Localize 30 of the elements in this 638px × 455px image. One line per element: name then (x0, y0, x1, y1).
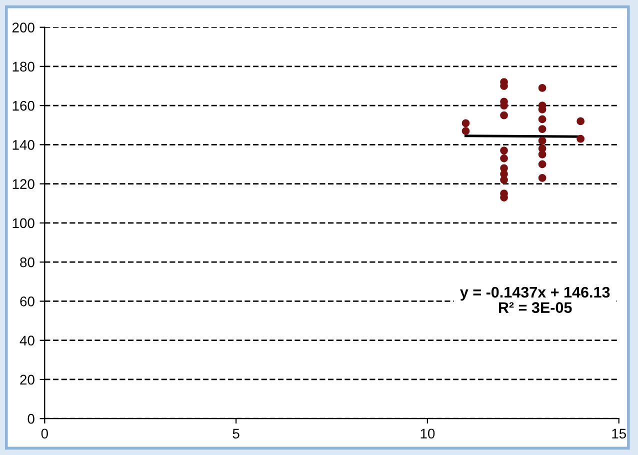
y-tick-label: 160 (12, 100, 34, 111)
point (500, 146, 508, 155)
y-tick-label: 40 (20, 336, 34, 346)
point (538, 115, 546, 124)
y-tick-label: 80 (20, 257, 34, 268)
y-tick-label: 20 (20, 374, 34, 385)
x-tick-label: 5 (232, 428, 240, 439)
y-tick-label: 120 (12, 179, 34, 189)
point (538, 160, 546, 168)
point (538, 84, 546, 92)
y-tick-label: 100 (12, 218, 34, 228)
point (538, 174, 546, 182)
y-tick-label: 0 (28, 414, 34, 424)
point (538, 150, 546, 158)
y-tick-label: 200 (12, 22, 34, 32)
x-tick-label: 10 (420, 428, 435, 439)
point (500, 154, 508, 162)
point (500, 111, 508, 120)
annotation: y = -0.1437x + 146.13 R² = 3E-05 (460, 286, 610, 314)
point (538, 136, 546, 145)
point (462, 119, 470, 128)
point (576, 117, 585, 126)
y-tick-label: 60 (20, 296, 34, 306)
y-tick-label: 180 (12, 62, 34, 72)
x-tick-label: 15 (612, 428, 626, 439)
x-tick-label: 0 (41, 428, 48, 439)
point (462, 127, 470, 135)
point (576, 134, 585, 143)
y-tick-label: 140 (12, 140, 34, 150)
point (538, 125, 546, 133)
